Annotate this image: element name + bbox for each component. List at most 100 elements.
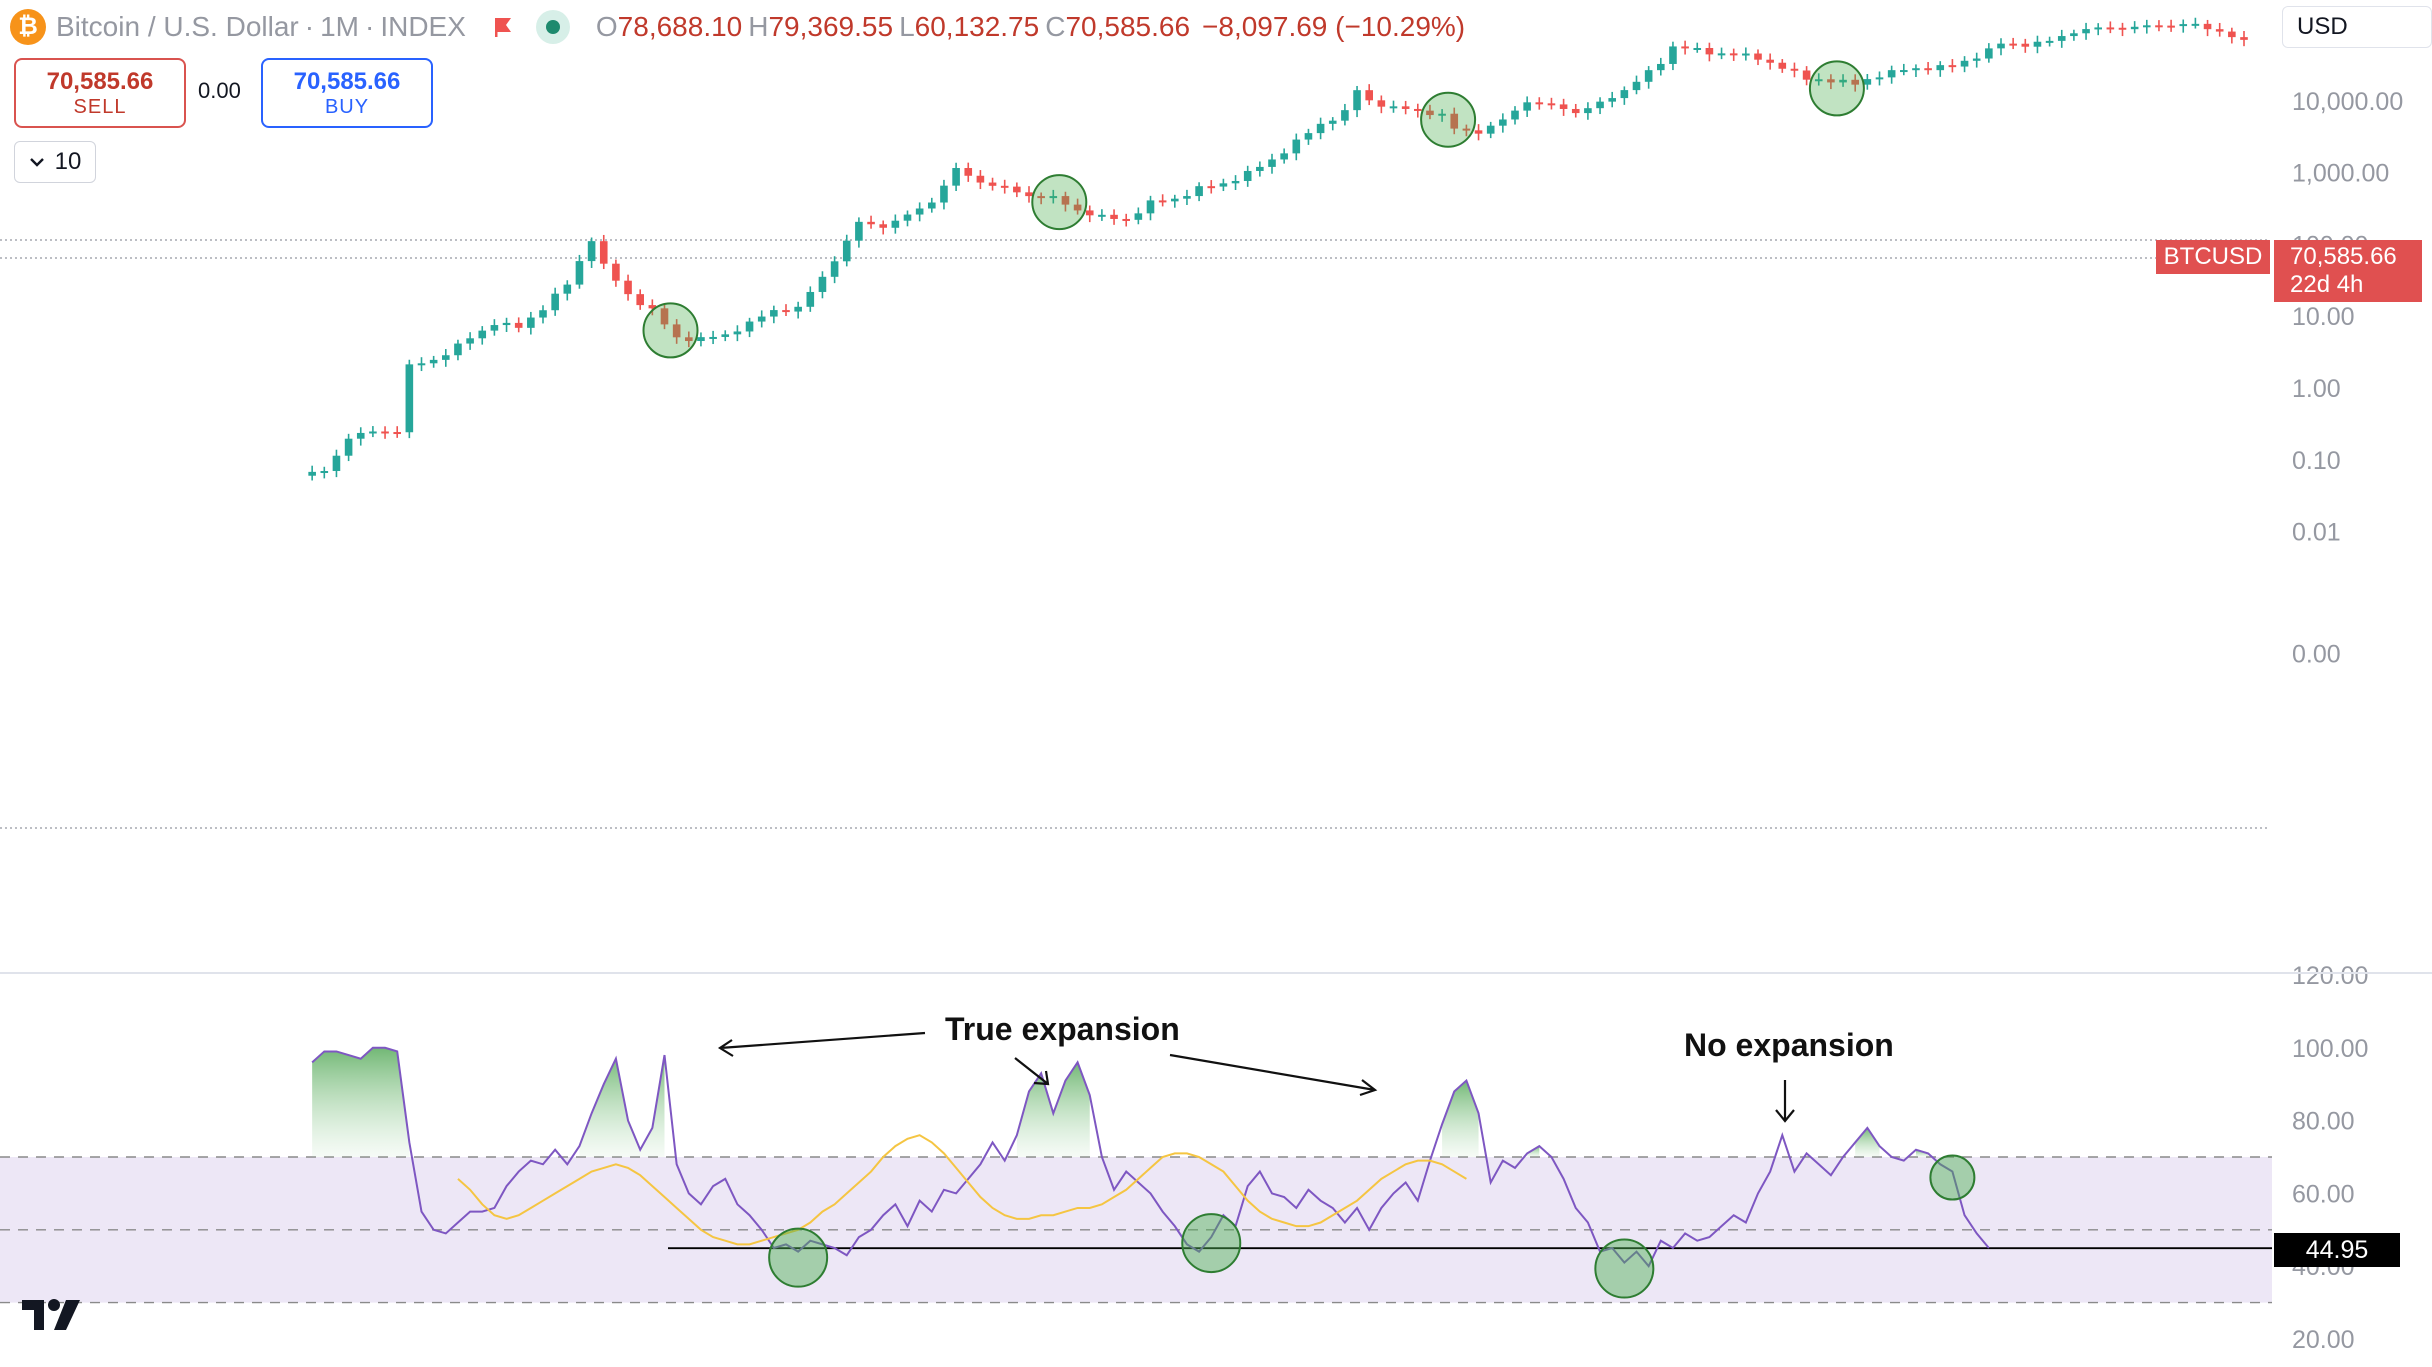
candle-body: [527, 317, 535, 328]
candle-body: [1681, 46, 1689, 49]
buy-button[interactable]: 70,585.66 BUY: [261, 58, 433, 128]
rsi-tick-label: 80.00: [2292, 1108, 2355, 1136]
candle-body: [1742, 53, 1750, 56]
candle-body: [964, 168, 973, 176]
rsi-tick-label: 20.00: [2292, 1326, 2355, 1354]
candle-body: [1061, 196, 1070, 205]
open-label: O: [595, 11, 618, 42]
candle-body: [830, 261, 839, 277]
candle-body: [1353, 90, 1361, 111]
candle-body: [1997, 43, 2005, 49]
bottom-highlight-circle: [1420, 91, 1477, 148]
rsi-bottom-highlight-circle: [768, 1227, 829, 1288]
candle-body: [806, 291, 815, 307]
candle-body: [867, 221, 875, 225]
candle-body: [551, 293, 559, 311]
candle-body: [1462, 128, 1471, 131]
low-label: L: [899, 11, 915, 42]
tradingview-logo-icon[interactable]: [22, 1298, 84, 1334]
price-tick-label: 0.00: [2292, 641, 2341, 669]
rsi-ma-line: [457, 1134, 1467, 1246]
symbol-header[interactable]: ₿ Bitcoin / U.S. Dollar · 1M · INDEX O 78…: [10, 6, 1465, 48]
interval-label[interactable]: 1M: [320, 11, 359, 42]
candle-body: [381, 431, 389, 434]
candle-body: [1596, 101, 1604, 109]
rsi-panel: [0, 1046, 2272, 1304]
candle-body: [1268, 159, 1276, 167]
candle-body: [1389, 106, 1398, 109]
bottom-highlight-circle: [642, 302, 699, 359]
market-status-icon[interactable]: [535, 10, 570, 44]
candle-body: [1098, 214, 1106, 217]
candle-body: [672, 324, 681, 338]
candle-body: [1486, 125, 1495, 134]
candle-body: [733, 331, 742, 335]
candle-body: [1025, 192, 1033, 197]
price-axis[interactable]: 0.000.010.101.0010.00100.001,000.0010,00…: [2292, 0, 2424, 669]
candle-body: [466, 338, 474, 344]
candle-body: [1669, 46, 1677, 64]
candle-body: [2215, 29, 2224, 32]
candle-body: [1754, 53, 1762, 60]
candle-body: [721, 334, 730, 337]
exchange-label[interactable]: INDEX: [380, 11, 466, 42]
candle-body: [1365, 90, 1373, 101]
price-tick-label: 0.01: [2292, 519, 2341, 547]
candle-body: [915, 208, 924, 215]
candle-body: [1243, 170, 1252, 181]
price-tick-label: 10,000.00: [2292, 88, 2403, 116]
candle-body: [369, 431, 377, 434]
candle-body: [1280, 153, 1288, 160]
candle-body: [1037, 196, 1045, 199]
separator-dot: ·: [364, 11, 375, 42]
candle-body: [1401, 106, 1410, 109]
candle-body: [1912, 68, 1920, 71]
candle-body: [1377, 100, 1386, 107]
candle-body: [1292, 139, 1301, 154]
candle-body: [1608, 98, 1616, 102]
candle-body: [2240, 37, 2248, 40]
candle-body: [1511, 110, 1519, 120]
annotation-true-expansion: True expansion: [945, 1011, 1180, 1047]
candle-body: [891, 220, 900, 228]
currency-selector[interactable]: USD: [2282, 6, 2432, 48]
candle-body: [2021, 43, 2030, 47]
candle-body: [770, 310, 778, 317]
candle-body: [1256, 166, 1264, 171]
annotation-no-expansion: No expansion: [1684, 1027, 1894, 1063]
sell-button[interactable]: 70,585.66 SELL: [14, 58, 186, 128]
flag-icon[interactable]: [492, 16, 514, 38]
rsi-tick-label: 60.00: [2292, 1180, 2355, 1208]
candle-body: [782, 310, 790, 313]
close-label: C: [1045, 11, 1066, 42]
candle-body: [563, 284, 572, 294]
symbol-name[interactable]: Bitcoin / U.S. Dollar: [56, 11, 299, 42]
candle-body: [940, 185, 948, 203]
candle-body: [320, 471, 329, 474]
candle-body: [1972, 58, 1981, 61]
candle-body: [2203, 23, 2212, 30]
candle-body: [1924, 68, 1932, 71]
quantity-dropdown[interactable]: 10: [14, 141, 96, 183]
quantity-value: 10: [54, 148, 82, 175]
candle-body: [1875, 77, 1884, 80]
price-tick-label: 1.00: [2292, 375, 2341, 403]
candle-body: [745, 321, 754, 332]
candle-body: [952, 168, 960, 186]
candle-body: [490, 325, 499, 331]
candle-body: [1547, 103, 1556, 106]
candle-body: [855, 221, 863, 241]
candle-body: [1523, 102, 1531, 111]
candle-body: [575, 261, 584, 285]
candle-body: [2143, 25, 2151, 28]
candle-body: [454, 343, 462, 356]
chevron-down-icon: [29, 158, 44, 167]
candle-body: [1620, 90, 1629, 99]
candle-body: [2082, 29, 2090, 34]
candle-body: [1450, 113, 1459, 129]
candle-body: [1195, 186, 1203, 197]
candle-body: [1827, 79, 1835, 83]
candle-body: [417, 363, 426, 366]
